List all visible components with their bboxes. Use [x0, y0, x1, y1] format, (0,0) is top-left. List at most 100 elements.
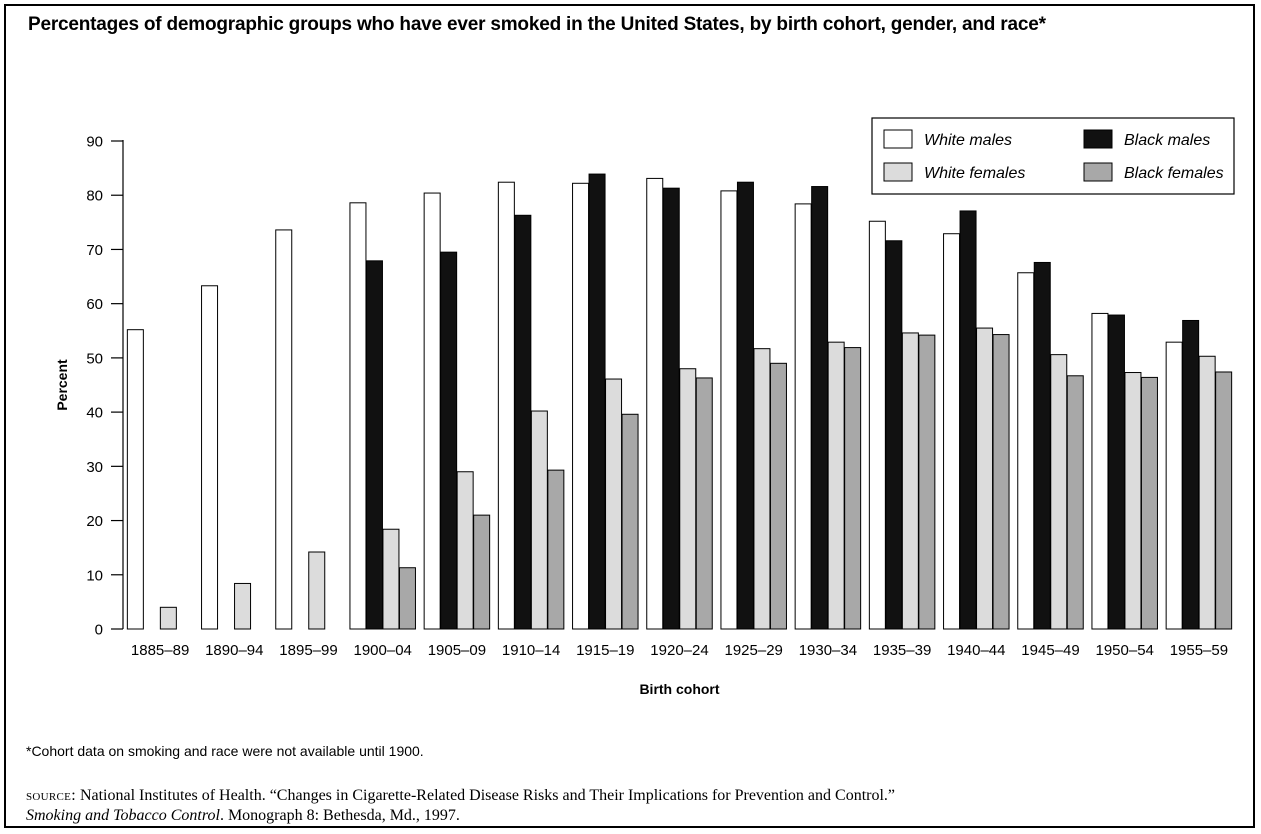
bar [1215, 371, 1233, 630]
bar [662, 187, 680, 630]
x-tick-label: 1955–59 [1170, 642, 1228, 659]
bar [1182, 319, 1200, 630]
bar [201, 285, 219, 630]
y-tick-label: 0 [95, 622, 103, 639]
y-tick-label: 60 [86, 296, 103, 313]
bar [456, 471, 474, 630]
x-tick-label: 1895–99 [279, 642, 337, 659]
bar [1033, 261, 1051, 630]
x-tick-label: 1940–44 [947, 642, 1005, 659]
bar [588, 173, 606, 630]
x-tick-label: 1915–19 [576, 642, 634, 659]
bar [827, 341, 845, 630]
bar [365, 260, 383, 630]
y-tick-label: 20 [86, 513, 103, 530]
bar [811, 186, 829, 630]
y-axis-label: Percent [54, 359, 70, 411]
bar [398, 567, 416, 630]
bar [1066, 375, 1084, 630]
bar [514, 214, 532, 630]
legend-swatch [1083, 162, 1113, 182]
bar [1140, 376, 1158, 630]
bar [621, 413, 639, 630]
bar [1124, 372, 1142, 630]
x-axis-label: Birth cohort [639, 681, 719, 697]
x-tick-label: 1900–04 [353, 642, 411, 659]
bar [159, 606, 177, 630]
bar [473, 514, 491, 630]
bar [1050, 354, 1068, 630]
bar [901, 332, 919, 630]
bar [943, 233, 961, 630]
bar [547, 469, 565, 630]
bar [753, 348, 771, 630]
chart-title: Percentages of demographic groups who ha… [28, 14, 1046, 35]
legend-box [871, 117, 1235, 195]
x-tick-label: 1905–09 [428, 642, 486, 659]
x-tick-label: 1885–89 [131, 642, 189, 659]
bar [1091, 312, 1109, 630]
legend-swatch [1083, 129, 1113, 149]
source-citation: SOURCE: National Institutes of Health. “… [26, 786, 1226, 826]
bar [720, 190, 738, 630]
y-tick-label: 40 [86, 405, 103, 422]
bar [308, 551, 326, 630]
legend-label: White females [924, 165, 1025, 182]
legend-label: White males [924, 132, 1012, 149]
bar [1017, 272, 1035, 630]
bar [794, 203, 812, 630]
bar [234, 582, 252, 630]
bar [959, 210, 977, 630]
bar [646, 177, 664, 630]
legend-swatch [883, 129, 913, 149]
y-tick-label: 80 [86, 188, 103, 205]
bar [1165, 341, 1183, 630]
bar [530, 410, 548, 630]
legend-label: Black males [1124, 132, 1210, 149]
bar [605, 378, 623, 630]
x-tick-label: 1920–24 [650, 642, 708, 659]
x-tick-label: 1930–34 [799, 642, 857, 659]
bar [695, 377, 713, 630]
bar [423, 192, 441, 630]
bar [1198, 355, 1216, 630]
y-tick-label: 30 [86, 459, 103, 476]
x-tick-label: 1950–54 [1095, 642, 1153, 659]
bar [497, 181, 515, 630]
x-tick-label: 1935–39 [873, 642, 931, 659]
bar [572, 182, 590, 630]
bar [885, 240, 903, 630]
y-tick-label: 10 [86, 567, 103, 584]
x-tick-label: 1890–94 [205, 642, 263, 659]
x-tick-label: 1910–14 [502, 642, 560, 659]
bar [992, 334, 1010, 630]
y-tick-label: 70 [86, 242, 103, 259]
bar [275, 229, 293, 630]
bar [382, 528, 400, 630]
bar [1107, 314, 1125, 630]
bar [349, 202, 367, 630]
y-tick-label: 90 [86, 134, 103, 151]
legend-label: Black females [1124, 165, 1224, 182]
bar [736, 181, 754, 630]
bar [976, 327, 994, 630]
bar [918, 334, 936, 630]
legend-swatch [883, 162, 913, 182]
bar [679, 368, 697, 630]
source-text-1: National Institutes of Health. “Changes … [75, 787, 896, 804]
bar [769, 362, 787, 630]
source-line-2: Smoking and Tobacco Control. Monograph 8… [26, 806, 1226, 826]
source-text-2: . Monograph 8: Bethesda, Md., 1997. [219, 807, 460, 824]
source-line-1: SOURCE: National Institutes of Health. “… [26, 786, 1226, 806]
source-label: SOURCE: [26, 787, 76, 804]
y-tick-label: 50 [86, 350, 103, 367]
source-publication: Smoking and Tobacco Control [26, 807, 220, 824]
bar [440, 251, 458, 630]
bar [844, 347, 862, 630]
bar [126, 329, 144, 630]
footnote: *Cohort data on smoking and race were no… [26, 743, 424, 759]
x-tick-label: 1925–29 [724, 642, 782, 659]
x-tick-label: 1945–49 [1021, 642, 1079, 659]
bar [868, 220, 886, 630]
